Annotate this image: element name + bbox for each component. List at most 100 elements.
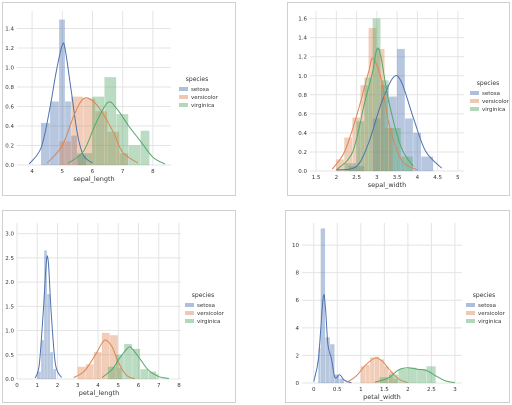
kde-line-setosa (28, 42, 93, 165)
hist-bar-setosa (77, 155, 87, 166)
hist-bar-versicolor (365, 364, 370, 384)
hist-bar-setosa (396, 48, 405, 172)
legend-label-versicolor: versicolor (478, 311, 506, 317)
legend-swatch-virginica (470, 107, 479, 111)
hist-bar-virginica (372, 18, 381, 172)
legend-label-setosa: setosa (197, 303, 215, 309)
x-tick-label: 2.5 (427, 387, 436, 393)
x-tick-label: 2 (56, 383, 60, 389)
x-tick-label: 3 (453, 387, 457, 393)
y-tick-label: 0 (296, 381, 300, 387)
y-tick-label: 8 (296, 271, 300, 277)
hist-bar-virginica (400, 156, 413, 172)
kde-line-versicolor (73, 339, 135, 379)
x-tick-label: 2.5 (352, 175, 361, 181)
legend-label-virginica: virginica (478, 319, 501, 325)
chart-svg-sepal-width: 1.5 2 2.5 3 3.5 4 4.5 5 0.0 0.2 0.4 0.6 0.8 1.0 1.2 1.4… (298, 11, 509, 189)
y-tick-label: 0.4 (298, 131, 307, 137)
chart-svg-petal-width: 0 0.5 1 1.5 2 2.5 3 0 2 4 6 8 10 petal_width species se… (292, 223, 506, 401)
x-tick-label: 4 (96, 383, 100, 389)
hist-bar-virginica (356, 121, 365, 172)
hist-bar-virginica (124, 343, 133, 380)
hist-bar-setosa (44, 250, 48, 380)
hist-bar-versicolor (85, 364, 94, 380)
y-tick-label: 0.0 (5, 377, 14, 383)
legend-swatch-versicolor (179, 95, 188, 99)
legend-swatch-setosa (179, 87, 188, 91)
chart-panel-sepal-width: 1.5 2 2.5 3 3.5 4 4.5 5 0.0 0.2 0.4 0.6 0.8 1.0 1.2 1.4… (287, 2, 510, 196)
hist-bar-setosa (380, 85, 389, 172)
legend-swatch-versicolor (466, 311, 475, 315)
hist-bar-setosa (53, 369, 57, 380)
hist-bar-virginica (388, 127, 401, 172)
legend-swatch-setosa (466, 303, 475, 307)
y-tick-label: 0.6 (298, 112, 307, 118)
legend-title: species (473, 292, 495, 299)
x-tick-label: 1.5 (312, 175, 321, 181)
hist-bar-setosa (40, 122, 50, 166)
x-tick-label: 8 (151, 169, 155, 175)
legend-label-setosa: setosa (478, 303, 496, 309)
legend-swatch-versicolor (470, 99, 479, 103)
y-tick-label: 0.8 (298, 93, 307, 99)
kde-line-setosa (34, 255, 62, 379)
legend-swatch-virginica (179, 103, 188, 107)
hist-bar-virginica (426, 366, 436, 384)
hist-bar-setosa (404, 118, 413, 172)
x-axis-label: sepal_length (73, 175, 114, 183)
legend-label-versicolor: versicolor (482, 99, 509, 105)
hist-bar-virginica (107, 366, 116, 380)
hist-bar-versicolor (117, 368, 122, 380)
y-tick-label: 1.0 (298, 74, 307, 80)
y-tick-label: 0.5 (5, 353, 14, 359)
legend-label-virginica: virginica (197, 319, 220, 325)
hist-bar-virginica (407, 367, 417, 384)
hist-bar-setosa (47, 293, 51, 380)
x-axis-label: petal_width (363, 393, 401, 401)
kde-line-setosa (313, 294, 352, 384)
hist-bar-versicolor (77, 366, 86, 380)
hist-bar-setosa (65, 101, 72, 166)
x-tick-label: 4 (30, 169, 34, 175)
x-tick-label: 6 (137, 383, 141, 389)
hist-bar-virginica (115, 354, 124, 380)
x-tick-label: 5 (456, 175, 460, 181)
y-tick-label: 1.4 (298, 36, 307, 42)
y-tick-label: 2.0 (5, 280, 14, 286)
y-tick-label: 0.0 (298, 169, 307, 175)
kde-line-versicolor (331, 57, 418, 171)
x-tick-label: 4 (416, 175, 420, 181)
hist-bar-versicolor (379, 359, 385, 384)
y-tick-label: 1.4 (5, 27, 14, 33)
hist-bar-setosa (413, 132, 422, 172)
x-axis-label: petal_length (79, 389, 119, 397)
y-tick-label: 10 (292, 243, 299, 249)
x-axis-label: sepal_width (368, 181, 406, 189)
hist-bar-virginica (388, 374, 399, 384)
hist-bar-setosa (49, 101, 59, 166)
y-tick-label: 1.0 (5, 66, 14, 72)
hist-bar-versicolor (374, 356, 380, 384)
hist-bar-virginica (398, 368, 408, 384)
x-tick-label: 1 (359, 387, 363, 393)
hist-bar-versicolor (59, 141, 72, 166)
x-tick-label: 1.5 (380, 387, 389, 393)
x-tick-label: 1 (35, 383, 39, 389)
hist-bar-virginica (379, 377, 389, 384)
x-tick-label: 5 (116, 383, 120, 389)
kde-line-virginica (335, 47, 414, 171)
y-tick-label: 1.6 (298, 17, 307, 23)
y-tick-label: 0.6 (5, 105, 14, 111)
kde-line-versicolor (46, 97, 139, 164)
y-tick-label: 3.0 (5, 232, 14, 238)
hist-bar-setosa (50, 352, 54, 380)
hist-bar-setosa (36, 371, 41, 380)
y-tick-label: 0.8 (5, 85, 14, 91)
hist-bar-versicolor (101, 332, 110, 380)
hist-bar-setosa (421, 156, 434, 172)
hist-bar-versicolor (368, 27, 377, 172)
hist-bar-setosa (334, 374, 340, 384)
hist-bar-virginica (132, 348, 141, 380)
chart-svg-sepal-length: 4 5 6 7 8 0.0 0.2 0.4 0.6 0.8 1.0 1.2 1.4 sepal_lengt… (5, 11, 219, 183)
legend-swatch-virginica (185, 319, 194, 323)
